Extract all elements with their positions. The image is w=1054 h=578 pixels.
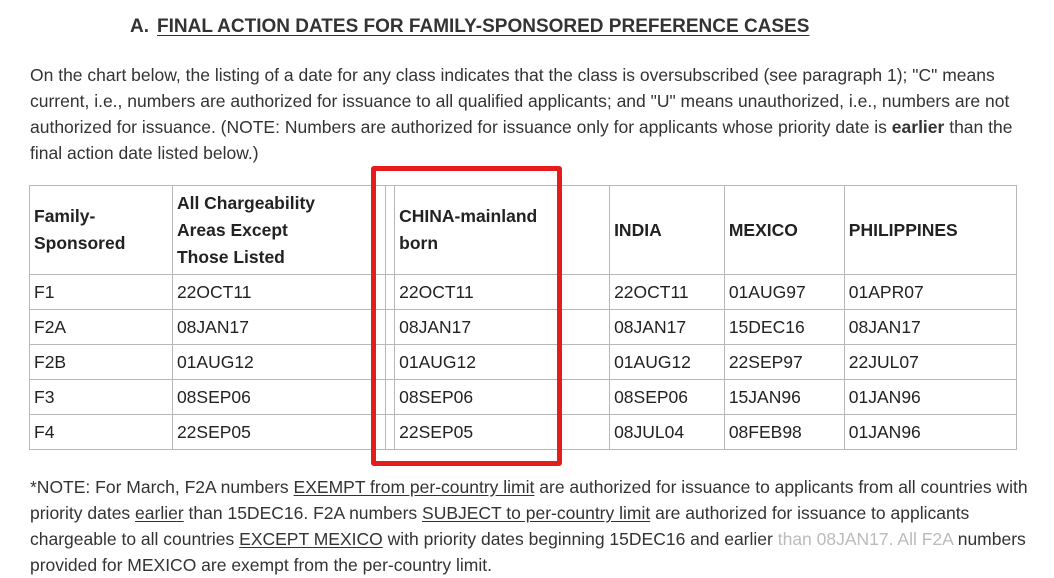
cell-china: 22SEP05 (394, 414, 611, 450)
note-text: than 15DEC16. F2A numbers (183, 503, 423, 523)
cell-category: F1 (29, 274, 173, 310)
header-china-mainland: CHINA-mainland born (394, 185, 611, 275)
note-text: numbers provided for MEXICO are exempt f… (30, 529, 1026, 575)
note-text: are authorized for issuance to applicant… (30, 477, 1028, 523)
note-except-mexico-underlined: EXCEPT MEXICO (239, 529, 383, 549)
cell-mexico: 15DEC16 (723, 309, 845, 345)
cell-category: F2B (29, 344, 173, 380)
intro-paragraph: On the chart below, the listing of a dat… (30, 62, 1020, 166)
cell-category: F4 (29, 414, 173, 450)
cell-philippines: 01JAN96 (843, 414, 1018, 450)
header-india: INDIA (609, 185, 725, 275)
note-text: *NOTE: For March, F2A numbers (30, 477, 294, 497)
section-letter: A. (130, 16, 149, 37)
cell-category: F2A (29, 309, 173, 345)
cell-china: 01AUG12 (394, 344, 611, 380)
header-all-chargeability: All Chargeability Areas Except Those Lis… (171, 185, 386, 275)
header-philippines: PHILIPPINES (843, 185, 1018, 275)
header-family-sponsored: Family-Sponsored (29, 185, 173, 275)
section-title: FINAL ACTION DATES FOR FAMILY-SPONSORED … (157, 16, 810, 37)
cell-india: 08JAN17 (609, 309, 725, 345)
cell-all: 22SEP05 (171, 414, 386, 450)
cell-mexico: 22SEP97 (723, 344, 845, 380)
header-mexico: MEXICO (723, 185, 845, 275)
cell-spacer (384, 414, 396, 450)
note-subject-underlined: SUBJECT to per-country limit (422, 503, 651, 523)
cell-china: 22OCT11 (394, 274, 611, 310)
cell-spacer (384, 379, 396, 415)
header-all-label: All Chargeability Areas Except Those Lis… (176, 192, 316, 267)
note-text: are authorized for issuance to applicant… (30, 503, 970, 549)
table-row: F3 08SEP06 08SEP06 08SEP06 15JAN96 01JAN… (29, 379, 1018, 415)
cell-china: 08JAN17 (394, 309, 611, 345)
cell-india: 01AUG12 (609, 344, 725, 380)
cell-india: 08SEP06 (609, 379, 725, 415)
intro-tail: than the final action date listed below.… (30, 117, 1013, 163)
note-faded-text: than 08JAN17. All F2A (777, 529, 953, 549)
cell-philippines: 22JUL07 (843, 344, 1018, 380)
cell-spacer (384, 344, 396, 380)
cell-philippines: 01JAN96 (843, 379, 1018, 415)
cell-spacer (384, 274, 396, 310)
cell-all: 08JAN17 (171, 309, 386, 345)
cell-mexico: 15JAN96 (723, 379, 845, 415)
cell-all: 08SEP06 (171, 379, 386, 415)
table-row: F2A 08JAN17 08JAN17 08JAN17 15DEC16 08JA… (29, 309, 1018, 345)
table-row: F4 22SEP05 22SEP05 08JUL04 08FEB98 01JAN… (29, 414, 1018, 450)
cell-china: 08SEP06 (394, 379, 611, 415)
header-china-label: CHINA-mainland born (399, 206, 538, 253)
cell-mexico: 08FEB98 (723, 414, 845, 450)
note-text: with priority dates beginning 15DEC16 an… (382, 529, 778, 549)
intro-text: On the chart below, the listing of a dat… (30, 65, 1010, 137)
final-action-dates-table: Family-Sponsored All Chargeability Areas… (29, 185, 1018, 450)
table-row: F2B 01AUG12 01AUG12 01AUG12 22SEP97 22JU… (29, 344, 1018, 380)
cell-all: 01AUG12 (171, 344, 386, 380)
note-paragraph: *NOTE: For March, F2A numbers EXEMPT fro… (30, 474, 1030, 578)
section-heading: A. FINAL ACTION DATES FOR FAMILY-SPONSORE… (130, 16, 809, 38)
cell-mexico: 01AUG97 (723, 274, 845, 310)
table-row: F1 22OCT11 22OCT11 22OCT11 01AUG97 01APR… (29, 274, 1018, 310)
table-header-row: Family-Sponsored All Chargeability Areas… (29, 185, 1018, 275)
header-spacer (384, 185, 396, 275)
cell-category: F3 (29, 379, 173, 415)
cell-all: 22OCT11 (171, 274, 386, 310)
note-earlier-underlined: earlier (135, 503, 184, 523)
cell-philippines: 01APR07 (843, 274, 1018, 310)
header-family-label: Family-Sponsored (34, 206, 126, 253)
cell-philippines: 08JAN17 (843, 309, 1018, 345)
cell-spacer (384, 309, 396, 345)
cell-india: 22OCT11 (609, 274, 725, 310)
intro-bold-earlier: earlier (891, 117, 945, 137)
note-exempt-underlined: EXEMPT from per-country limit (293, 477, 535, 497)
cell-india: 08JUL04 (609, 414, 725, 450)
